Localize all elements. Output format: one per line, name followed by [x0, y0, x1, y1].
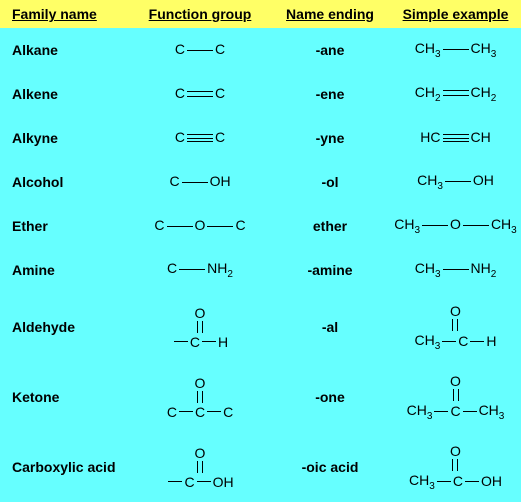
family-name: Alcohol	[0, 174, 130, 190]
table-row: AldehydeOCH-alOCH3CH	[0, 292, 521, 362]
table-row: KetoneOCCC-oneOCH3CCH3	[0, 362, 521, 432]
function-group-structure: CC	[130, 85, 270, 103]
name-ending: -al	[270, 319, 390, 335]
table-row: Carboxylic acidOCOH-oic acidOCH3COH	[0, 432, 521, 502]
family-name: Ketone	[0, 389, 130, 405]
table-header-row: Family name Function group Name ending S…	[0, 0, 521, 28]
name-ending: -yne	[270, 130, 390, 146]
function-group-structure: CNH2	[130, 260, 270, 280]
name-ending: ether	[270, 218, 390, 234]
example-structure: HCCH	[390, 129, 521, 147]
function-group-structure: OCH	[130, 305, 270, 350]
function-group-structure: COC	[130, 217, 270, 235]
table-row: AlkaneCC-aneCH3CH3	[0, 28, 521, 72]
name-ending: -ol	[270, 174, 390, 190]
function-group-structure: OCCC	[130, 375, 270, 420]
family-name: Carboxylic acid	[0, 459, 130, 475]
name-ending: -amine	[270, 262, 390, 278]
family-name: Alkane	[0, 42, 130, 58]
table-row: AmineCNH2-amineCH3NH2	[0, 248, 521, 292]
header-name-ending: Name ending	[270, 6, 390, 22]
example-structure: CH3NH2	[390, 260, 521, 280]
header-simple-example: Simple example	[390, 6, 521, 22]
example-structure: CH3CH3	[390, 40, 521, 60]
function-group-structure: COH	[130, 173, 270, 191]
name-ending: -ane	[270, 42, 390, 58]
family-name: Aldehyde	[0, 319, 130, 335]
function-group-structure: OCOH	[130, 445, 270, 490]
table-row: EtherCOCetherCH3OCH3	[0, 204, 521, 248]
example-structure: CH2CH2	[390, 84, 521, 104]
header-family-name: Family name	[0, 6, 130, 22]
name-ending: -ene	[270, 86, 390, 102]
example-structure: OCH3CCH3	[390, 373, 521, 422]
table-row: AlkyneCC-yneHCCH	[0, 116, 521, 160]
example-structure: CH3OCH3	[390, 216, 521, 236]
family-name: Ether	[0, 218, 130, 234]
functional-groups-table: Family name Function group Name ending S…	[0, 0, 521, 502]
example-structure: OCH3COH	[390, 443, 521, 492]
table-body: AlkaneCC-aneCH3CH3AlkeneCC-eneCH2CH2Alky…	[0, 28, 521, 502]
name-ending: -oic acid	[270, 459, 390, 475]
family-name: Alkyne	[0, 130, 130, 146]
header-function-group: Function group	[130, 6, 270, 22]
family-name: Alkene	[0, 86, 130, 102]
family-name: Amine	[0, 262, 130, 278]
example-structure: OCH3CH	[390, 303, 521, 352]
function-group-structure: CC	[130, 129, 270, 147]
example-structure: CH3OH	[390, 172, 521, 192]
function-group-structure: CC	[130, 41, 270, 59]
name-ending: -one	[270, 389, 390, 405]
table-row: AlkeneCC-eneCH2CH2	[0, 72, 521, 116]
table-row: AlcoholCOH-olCH3OH	[0, 160, 521, 204]
